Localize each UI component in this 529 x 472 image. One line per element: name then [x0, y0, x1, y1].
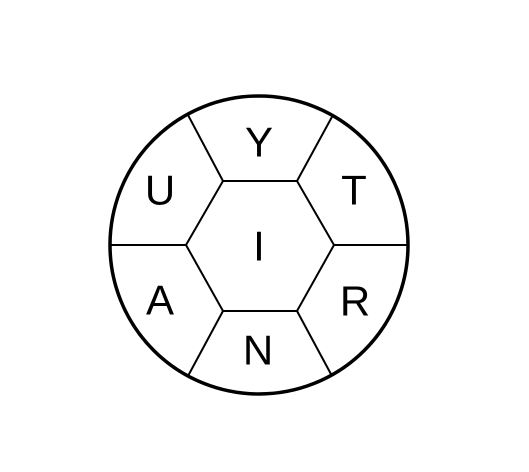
letter-top[interactable]: Y [245, 119, 273, 166]
divider-upper-left-top [187, 114, 224, 182]
letter-upper-right[interactable]: T [341, 167, 367, 214]
letter-center[interactable]: I [253, 223, 265, 270]
divider-bottom-lower-left [187, 310, 224, 377]
divider-top-upper-right [296, 114, 334, 182]
letter-lower-right[interactable]: R [340, 278, 370, 325]
letter-upper-left[interactable]: U [145, 167, 175, 214]
divider-lower-right-bottom [296, 310, 333, 377]
letter-lower-left[interactable]: A [146, 277, 174, 324]
letter-bottom[interactable]: N [243, 327, 273, 374]
